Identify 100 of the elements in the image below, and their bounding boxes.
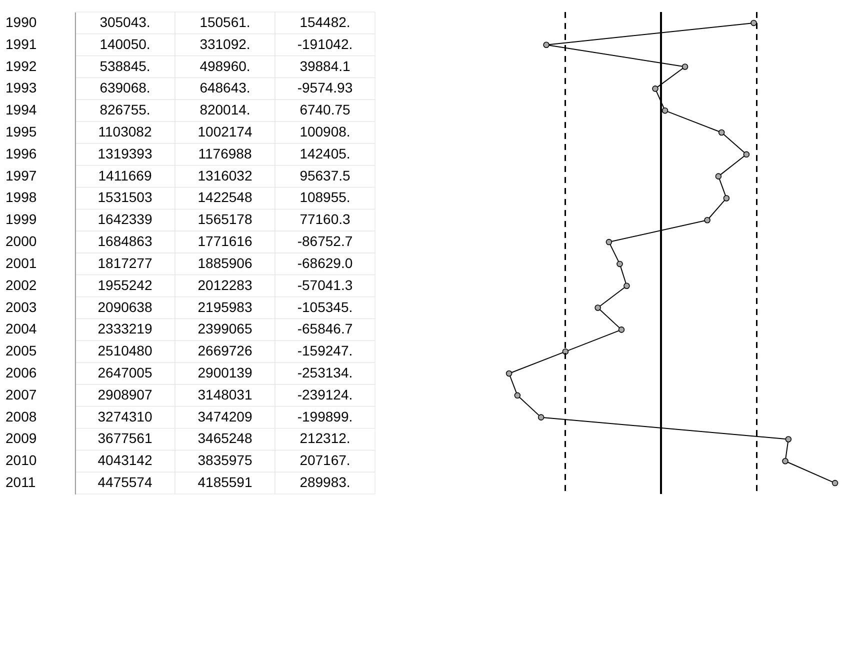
data-label: 212312. [300,430,350,446]
point [543,42,550,48]
data-label: 1316032 [198,167,252,184]
data-label: -191042. [297,36,353,52]
data-label: 1422548 [198,189,252,206]
data-label: -68629.0 [297,254,353,271]
point [785,436,792,442]
y-tick-label: 1994 [6,102,37,118]
data-label: 1642339 [98,211,152,228]
y-tick-label: 2007 [6,386,37,402]
data-label: -253134. [297,364,353,380]
y-tick-label: 1996 [6,145,37,162]
data-label: -86752.7 [297,233,353,250]
data-label: 1565178 [198,211,252,228]
y-tick-label: 1998 [6,189,37,206]
data-label: -65846.7 [297,320,353,337]
data-label: 140050. [100,36,150,52]
data-label: 1771616 [198,233,252,250]
data-label: 39884.1 [300,58,351,74]
y-tick-label: 2004 [6,320,37,337]
data-label: 538845. [100,58,150,74]
y-tick-label: 2000 [6,233,37,250]
point [652,86,658,92]
point [514,392,521,399]
y-tick-label: 1990 [6,14,37,30]
data-label: 100908. [300,124,350,140]
data-label: -57041.3 [297,276,353,293]
data-label: -239124. [297,386,353,402]
y-tick-label: 1991 [6,36,37,52]
data-label: 1411669 [98,167,152,184]
data-label: 2090638 [98,298,152,315]
point [618,326,625,333]
data-label: 77160.3 [300,211,351,228]
point [616,260,623,268]
data-label: 3148031 [198,386,252,402]
data-label: 1002174 [198,124,252,140]
data-label: 2647005 [98,364,152,380]
data-label: 2195983 [198,298,252,315]
point [723,195,730,202]
data-label: 1684863 [98,233,152,250]
data-label: 4043142 [98,452,152,468]
y-tick-label: 1997 [6,167,37,184]
point [832,480,838,486]
data-label: 2510480 [98,342,152,359]
data-label: 1176988 [198,145,252,162]
point [506,370,512,377]
data-label: 1955242 [98,276,152,293]
data-label: 331092. [200,36,250,52]
data-label: 3677561 [98,430,152,446]
y-tick-label: 2011 [6,474,36,490]
point [743,151,750,158]
data-label: 826755. [100,102,150,118]
y-tick-label: 1999 [6,211,37,228]
data-label: 142405. [300,145,350,162]
data-label: 207167. [300,452,350,468]
data-label: 108955. [300,189,350,206]
point [682,64,688,70]
data-label: 1885906 [198,254,252,271]
data-label: 150561. [200,14,250,30]
point [715,173,722,180]
data-label: 2900139 [198,364,252,380]
y-tick-label: 2002 [6,276,37,293]
data-label: 820014. [200,102,250,118]
data-label: 1319393 [98,145,152,162]
y-tick-label: 1995 [6,124,37,140]
data-label: 639068. [100,80,150,96]
y-tick-label: 2008 [6,408,37,424]
data-label: 6740.75 [300,102,351,118]
y-tick-label: 2010 [6,452,37,468]
data-label: -159247. [297,342,353,359]
data-label: 3465248 [198,430,252,446]
point [662,107,668,114]
data-label: -105345. [297,298,353,315]
point [718,129,725,136]
data-label: 3474209 [198,408,252,424]
point [704,217,710,224]
y-tick-label: 2001 [6,254,37,271]
data-label: 2669726 [198,342,252,359]
point [782,458,788,464]
data-label: -199899. [297,408,353,424]
data-label: 498960. [200,58,250,74]
data-label: 1817277 [98,254,152,271]
data-label: 4475574 [98,474,152,490]
point [538,414,544,420]
y-tick-label: 2006 [6,364,37,380]
data-label: 1531503 [98,189,152,206]
y-tick-label: 2005 [6,342,37,359]
point [606,238,612,246]
data-label: 2399065 [198,320,252,337]
y-tick-label: 2003 [6,298,37,315]
data-label: 1103082 [98,124,152,140]
data-label: 2012283 [198,276,252,293]
data-label: -9574.93 [297,80,353,96]
point [624,282,630,289]
data-label: 154482. [300,14,350,30]
data-label: 95637.5 [300,167,351,184]
y-tick-label: 1993 [6,80,37,96]
data-label: 305043. [100,14,150,30]
data-label: 648643. [200,80,250,96]
data-label: 4185591 [198,474,252,490]
